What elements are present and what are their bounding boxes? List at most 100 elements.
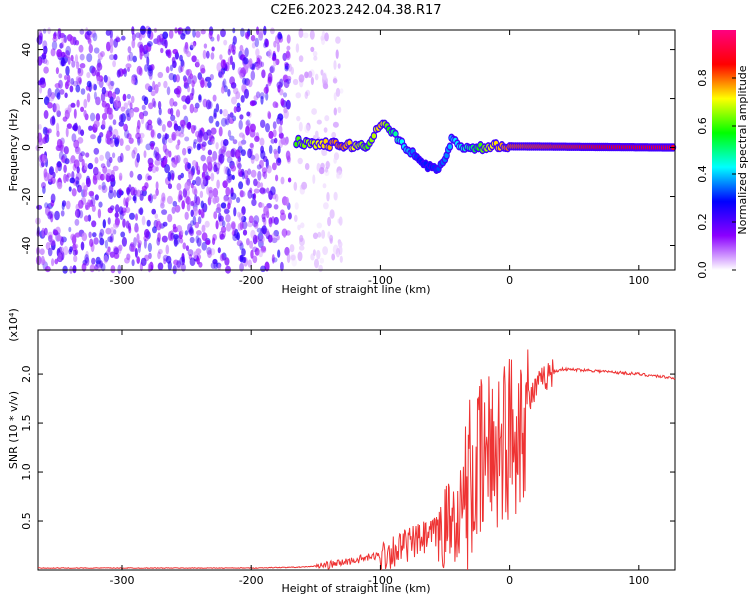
noise-cell bbox=[205, 50, 210, 59]
noise-cell bbox=[219, 233, 225, 240]
noise-cell bbox=[236, 240, 243, 247]
noise-cell bbox=[109, 29, 113, 40]
noise-cell bbox=[60, 42, 65, 49]
noise-cell bbox=[80, 241, 85, 251]
noise-cell bbox=[86, 30, 92, 36]
noise-cell bbox=[259, 159, 264, 169]
noise-cell bbox=[139, 44, 144, 53]
noise-cell bbox=[167, 171, 172, 182]
noise-cell bbox=[312, 174, 316, 184]
noise-cell bbox=[188, 170, 194, 181]
noise-cell bbox=[313, 55, 318, 61]
noise-cell bbox=[135, 213, 138, 221]
noise-cell bbox=[337, 241, 343, 248]
noise-cell bbox=[207, 249, 212, 259]
noise-cell bbox=[312, 249, 316, 256]
noise-cell bbox=[286, 78, 291, 84]
noise-cell bbox=[216, 34, 220, 42]
noise-cell bbox=[194, 194, 198, 204]
noise-cell bbox=[45, 205, 51, 216]
noise-cell bbox=[163, 80, 168, 89]
noise-cell bbox=[117, 264, 122, 274]
noise-cell bbox=[173, 155, 179, 165]
noise-cell bbox=[91, 220, 97, 228]
noise-cell bbox=[279, 78, 284, 88]
noise-cell bbox=[236, 197, 241, 203]
noise-cell bbox=[217, 263, 222, 271]
noise-cell bbox=[232, 233, 238, 242]
noise-cell bbox=[298, 28, 304, 38]
noise-cell bbox=[223, 194, 229, 201]
noise-cell bbox=[113, 229, 117, 235]
noise-cell bbox=[238, 119, 243, 130]
noise-cell bbox=[225, 150, 232, 158]
noise-cell bbox=[142, 110, 149, 117]
noise-cell bbox=[72, 265, 77, 274]
noise-cell bbox=[57, 252, 62, 262]
noise-cell bbox=[162, 143, 167, 153]
noise-cell bbox=[282, 92, 288, 98]
noise-cell bbox=[274, 150, 279, 160]
noise-cell bbox=[59, 32, 65, 39]
noise-cell bbox=[265, 123, 270, 133]
noise-cell bbox=[47, 27, 51, 35]
noise-cell bbox=[304, 163, 310, 170]
noise-cell bbox=[113, 189, 117, 198]
noise-cell bbox=[230, 192, 237, 200]
noise-cell bbox=[139, 189, 144, 196]
noise-cell bbox=[93, 166, 99, 176]
noise-cell bbox=[122, 93, 127, 102]
noise-cell bbox=[35, 255, 42, 266]
noise-cell bbox=[94, 264, 99, 271]
noise-cell bbox=[230, 221, 236, 230]
noise-cell bbox=[184, 41, 189, 50]
noise-cell bbox=[232, 139, 238, 145]
noise-cell bbox=[153, 146, 160, 156]
noise-cell bbox=[60, 59, 67, 67]
noise-cell bbox=[44, 266, 51, 273]
noise-cell bbox=[304, 71, 309, 79]
noise-cell bbox=[201, 241, 207, 251]
noise-cell bbox=[327, 231, 331, 239]
noise-cell bbox=[130, 186, 136, 196]
noise-cell bbox=[280, 212, 286, 221]
noise-cell bbox=[88, 44, 94, 54]
noise-cell bbox=[113, 99, 119, 109]
noise-cell bbox=[202, 49, 207, 60]
noise-cell bbox=[197, 216, 202, 225]
noise-cell bbox=[252, 234, 258, 245]
noise-cell bbox=[66, 172, 72, 178]
noise-cell bbox=[163, 158, 168, 166]
noise-cell bbox=[212, 196, 217, 205]
x-tick-label: -100 bbox=[368, 274, 393, 287]
noise-cell bbox=[114, 212, 120, 218]
noise-cell bbox=[125, 63, 132, 69]
noise-cell bbox=[162, 136, 168, 145]
noise-cell bbox=[273, 204, 279, 210]
noise-cell bbox=[272, 101, 278, 108]
noise-cell bbox=[257, 170, 262, 181]
noise-cell bbox=[119, 114, 124, 122]
noise-cell bbox=[226, 222, 232, 232]
noise-cell bbox=[146, 219, 151, 227]
noise-cell bbox=[270, 27, 275, 35]
noise-cell bbox=[235, 91, 241, 100]
noise-cell bbox=[192, 206, 199, 217]
noise-cell bbox=[191, 80, 195, 88]
noise-cell bbox=[180, 33, 186, 40]
noise-cell bbox=[208, 186, 213, 194]
noise-cell bbox=[183, 77, 188, 88]
noise-cell bbox=[280, 176, 285, 185]
noise-cell bbox=[157, 262, 164, 271]
noise-cell bbox=[132, 195, 137, 202]
noise-cell bbox=[320, 35, 324, 41]
noise-cell bbox=[69, 246, 73, 253]
noise-cell bbox=[60, 210, 65, 217]
noise-cell bbox=[218, 126, 223, 137]
noise-cell bbox=[39, 248, 45, 255]
noise-cell bbox=[56, 130, 60, 137]
noise-cell bbox=[139, 52, 143, 60]
noise-cell bbox=[48, 234, 53, 240]
noise-cell bbox=[152, 194, 157, 200]
noise-cell bbox=[297, 251, 303, 262]
